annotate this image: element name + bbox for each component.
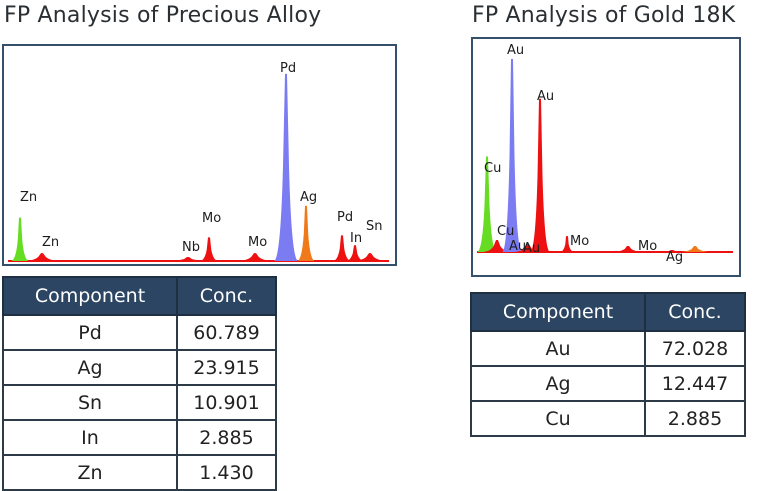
table-row: Sn 10.901 (2, 384, 277, 421)
peak-nb (172, 257, 204, 261)
peak-au (502, 58, 522, 252)
peak-label-nb: Nb (182, 240, 200, 255)
component-cell: Zn (2, 454, 178, 491)
table-header-row: Component Conc. (2, 276, 277, 316)
peak-zn (26, 253, 58, 261)
peak-sn (354, 253, 386, 261)
peak-mo (200, 237, 218, 261)
peak-label-au: Au (507, 43, 524, 58)
peak-label-ag: Ag (666, 250, 683, 265)
component-cell: Cu (470, 400, 646, 437)
concentration-cell: 72.028 (644, 330, 746, 367)
peak-label-mo: Mo (638, 239, 657, 254)
peak-in (346, 245, 364, 261)
component-cell: In (2, 419, 178, 456)
concentration-cell: 12.447 (644, 365, 746, 402)
left-composition-table: Component Conc. Pd 60.789 Ag 23.915 Sn 10.9… (2, 276, 277, 491)
peak-mo (658, 250, 686, 252)
right-composition-table: Component Conc. Au 72.028 Ag 12.447 Cu 2.88… (470, 292, 746, 437)
peak-au (560, 236, 574, 252)
peak-label-mo: Mo (570, 234, 589, 249)
table-row: In 2.885 (2, 419, 277, 456)
right-chart-title: FP Analysis of Gold 18K (472, 3, 736, 28)
peak-label-au: Au (509, 239, 526, 254)
peak-zn (11, 217, 29, 261)
left-chart-title: FP Analysis of Precious Alloy (4, 3, 322, 28)
concentration-cell: 2.885 (644, 400, 746, 437)
component-header: Component (2, 276, 178, 316)
component-cell: Pd (2, 314, 178, 351)
peak-mo (239, 253, 271, 261)
table-row: Pd 60.789 (2, 314, 277, 351)
peak-label-cu: Cu (484, 161, 501, 176)
peak-pd (333, 235, 351, 261)
peak-label-mo: Mo (248, 235, 267, 250)
peak-mo (614, 246, 642, 252)
peak-label-ag: Ag (300, 190, 317, 205)
right-spectrum-frame: Cu Cu Au Au Au Au Mo Mo Ag (471, 37, 741, 277)
peak-label-in: In (350, 231, 362, 246)
peak-cu (477, 156, 497, 252)
peak-label-mo: Mo (202, 211, 221, 226)
concentration-header: Conc. (644, 292, 746, 332)
component-cell: Ag (470, 365, 646, 402)
table-row: Cu 2.885 (470, 400, 746, 437)
peak-label-au: Au (523, 241, 540, 256)
concentration-cell: 1.430 (176, 454, 277, 491)
component-cell: Sn (2, 384, 178, 421)
peak-label-au: Au (537, 89, 554, 104)
peak-label-zn: Zn (42, 235, 59, 250)
peak-label-pd: Pd (280, 61, 296, 76)
peak-label-sn: Sn (366, 219, 383, 234)
peak-pd (273, 73, 299, 261)
concentration-header: Conc. (176, 276, 277, 316)
table-row: Ag 23.915 (2, 349, 277, 386)
table-header-row: Component Conc. (470, 292, 746, 332)
peak-au (514, 244, 542, 252)
concentration-cell: 60.789 (176, 314, 277, 351)
peak-cu (483, 240, 511, 252)
component-cell: Au (470, 330, 646, 367)
table-row: Zn 1.430 (2, 454, 277, 491)
peak-au (530, 98, 550, 252)
peak-label-pd: Pd (337, 210, 353, 225)
peak-label-cu: Cu (497, 224, 514, 239)
component-cell: Ag (2, 349, 178, 386)
peak-label-zn: Zn (20, 190, 37, 205)
concentration-cell: 2.885 (176, 419, 277, 456)
table-row: Au 72.028 (470, 330, 746, 367)
peak-ag (297, 205, 315, 261)
component-header: Component (470, 292, 646, 332)
concentration-cell: 10.901 (176, 384, 277, 421)
left-spectrum-frame: Zn Zn Nb Mo Mo Pd Ag Pd In Sn (2, 44, 397, 266)
table-row: Ag 12.447 (470, 365, 746, 402)
peak-ag (681, 246, 709, 252)
concentration-cell: 23.915 (176, 349, 277, 386)
